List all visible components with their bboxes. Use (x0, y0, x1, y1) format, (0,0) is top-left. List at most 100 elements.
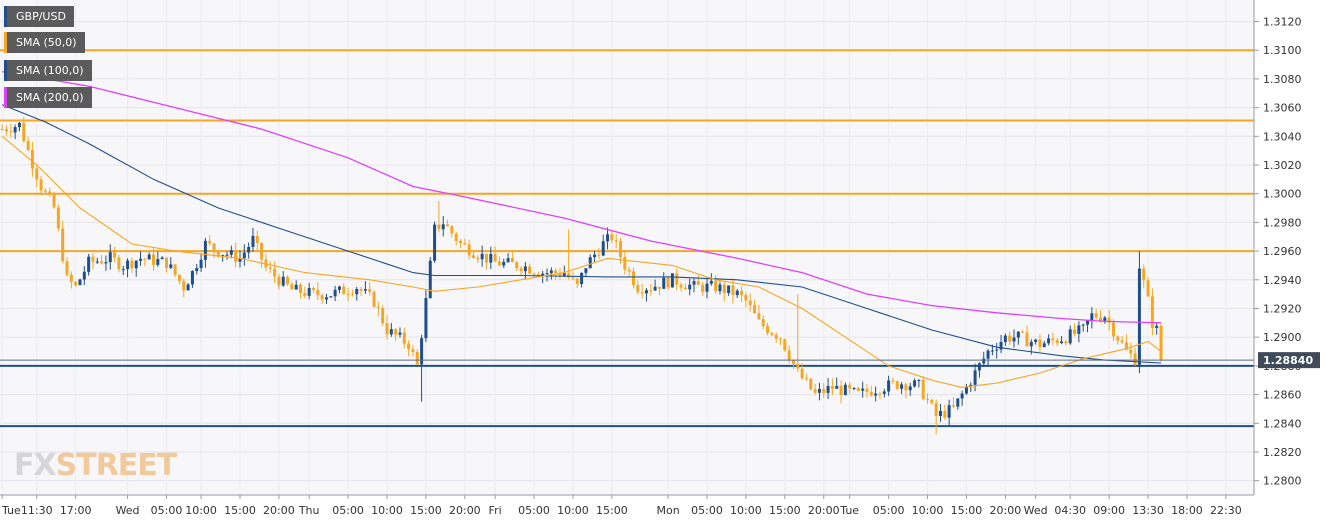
candle-2[interactable] (9, 131, 13, 133)
candle-233[interactable] (1008, 335, 1012, 342)
candle-92[interactable] (398, 332, 402, 335)
candle-88[interactable] (381, 307, 385, 324)
candle-255[interactable] (1103, 317, 1107, 321)
candle-131[interactable] (567, 273, 571, 278)
candle-198[interactable] (856, 387, 860, 391)
candle-13[interactable] (56, 207, 60, 229)
candle-147[interactable] (636, 285, 640, 293)
candle-7[interactable] (30, 149, 34, 169)
candle-10[interactable] (43, 190, 47, 192)
candle-134[interactable] (580, 272, 584, 285)
candle-118[interactable] (510, 258, 514, 263)
candle-48[interactable] (208, 240, 212, 244)
candle-154[interactable] (666, 277, 670, 288)
candle-69[interactable] (299, 284, 303, 293)
candle-175[interactable] (757, 313, 761, 320)
candle-108[interactable] (467, 244, 471, 256)
candle-83[interactable] (359, 288, 363, 291)
candle-115[interactable] (497, 261, 501, 266)
candle-60[interactable] (260, 242, 264, 260)
candle-161[interactable] (696, 281, 700, 285)
candle-64[interactable] (277, 276, 281, 286)
candle-248[interactable] (1073, 329, 1077, 334)
candle-101[interactable] (437, 224, 441, 230)
candle-263[interactable] (1137, 268, 1141, 365)
candle-113[interactable] (489, 254, 493, 263)
candle-53[interactable] (229, 250, 233, 255)
candle-126[interactable] (545, 273, 549, 275)
candle-249[interactable] (1077, 325, 1081, 334)
candle-23[interactable] (100, 261, 104, 264)
candle-195[interactable] (843, 384, 847, 396)
candle-170[interactable] (735, 290, 739, 296)
candle-257[interactable] (1111, 322, 1115, 337)
candle-242[interactable] (1047, 338, 1051, 344)
candle-55[interactable] (238, 258, 242, 262)
candle-100[interactable] (433, 224, 437, 261)
candle-148[interactable] (640, 292, 644, 294)
candle-226[interactable] (977, 363, 981, 371)
candle-202[interactable] (874, 393, 878, 396)
candle-70[interactable] (303, 292, 307, 296)
candle-236[interactable] (1021, 331, 1025, 333)
candle-182[interactable] (787, 350, 791, 361)
candle-221[interactable] (956, 398, 960, 407)
candle-79[interactable] (342, 286, 346, 295)
candle-265[interactable] (1146, 280, 1150, 297)
candle-95[interactable] (411, 349, 415, 352)
candle-133[interactable] (575, 278, 579, 285)
candle-38[interactable] (164, 257, 168, 268)
candle-97[interactable] (420, 338, 424, 365)
candle-75[interactable] (324, 297, 328, 300)
candle-172[interactable] (744, 295, 748, 301)
candle-142[interactable] (614, 240, 618, 242)
candle-218[interactable] (943, 410, 947, 418)
candle-244[interactable] (1055, 340, 1059, 343)
candle-12[interactable] (52, 194, 56, 208)
candle-50[interactable] (216, 250, 220, 257)
candle-165[interactable] (714, 280, 718, 292)
candle-116[interactable] (502, 261, 506, 266)
candle-159[interactable] (688, 284, 692, 290)
candle-29[interactable] (126, 260, 130, 270)
candle-191[interactable] (826, 385, 830, 393)
candle-264[interactable] (1142, 268, 1146, 281)
candle-129[interactable] (558, 273, 562, 276)
sma-50-line[interactable] (1, 135, 1162, 388)
candle-162[interactable] (701, 284, 705, 292)
candle-32[interactable] (139, 258, 143, 261)
candle-132[interactable] (571, 277, 575, 279)
candle-185[interactable] (800, 368, 804, 379)
candle-224[interactable] (969, 384, 973, 387)
candle-9[interactable] (39, 179, 43, 191)
candle-187[interactable] (809, 378, 813, 390)
candle-138[interactable] (597, 254, 601, 256)
candle-223[interactable] (964, 386, 968, 394)
candle-186[interactable] (804, 378, 808, 380)
candle-82[interactable] (355, 288, 359, 295)
candle-212[interactable] (917, 379, 921, 381)
candle-243[interactable] (1051, 338, 1055, 341)
candle-119[interactable] (515, 262, 519, 269)
candle-66[interactable] (286, 276, 290, 285)
candle-254[interactable] (1098, 317, 1102, 321)
candle-193[interactable] (835, 385, 839, 389)
candle-201[interactable] (869, 392, 873, 396)
candle-86[interactable] (372, 291, 376, 307)
candle-26[interactable] (113, 252, 117, 258)
candle-1[interactable] (4, 129, 8, 132)
candle-52[interactable] (225, 254, 229, 256)
candle-16[interactable] (69, 274, 73, 283)
candle-177[interactable] (766, 326, 770, 334)
candle-99[interactable] (428, 260, 432, 299)
legend-gbpusd[interactable]: GBP/USD (4, 6, 74, 27)
sma-200-line[interactable] (2, 71, 1162, 324)
candle-135[interactable] (584, 268, 588, 273)
candle-150[interactable] (649, 290, 653, 292)
candle-103[interactable] (446, 224, 450, 227)
candle-114[interactable] (493, 254, 497, 262)
candle-39[interactable] (169, 264, 173, 268)
candle-46[interactable] (199, 259, 203, 269)
candle-74[interactable] (320, 295, 324, 300)
candle-109[interactable] (471, 255, 475, 258)
